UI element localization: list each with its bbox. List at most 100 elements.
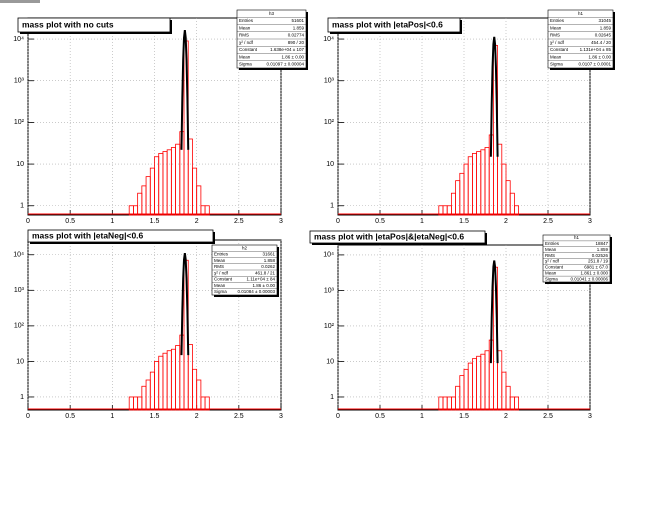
- stats-label: RMS: [550, 33, 560, 38]
- y-tick-label: 1: [330, 394, 334, 401]
- x-tick-label: 2: [504, 218, 508, 225]
- y-tick-label: 10: [16, 161, 24, 168]
- stats-value: 1.131e+04 ± 85: [580, 47, 612, 52]
- stats-label: Sigma: [550, 62, 563, 67]
- y-tick-label: 10²: [14, 323, 25, 330]
- stats-value: 31045: [598, 18, 611, 23]
- stats-label: χ² / ndf: [550, 40, 565, 45]
- y-tick-label: 10: [326, 358, 334, 365]
- x-tick-label: 3: [588, 413, 592, 420]
- stats-name: h2: [242, 245, 248, 250]
- histogram-bin: [204, 205, 210, 216]
- stats-label: Mean: [239, 54, 251, 59]
- x-tick-label: 2: [504, 413, 508, 420]
- y-tick-label: 10⁴: [13, 252, 24, 259]
- stats-value: 0.02645: [595, 33, 612, 38]
- stats-label: RMS: [545, 253, 555, 258]
- stats-label: RMS: [239, 33, 249, 38]
- stats-value: 1.86 ± 0.00: [589, 54, 612, 59]
- title-box: [327, 17, 461, 33]
- stats-value: 0.0262: [261, 264, 275, 269]
- x-tick-label: 3: [279, 218, 283, 225]
- histogram-bin: [509, 192, 515, 216]
- stats-value: 1.858: [264, 258, 276, 263]
- y-tick-label: 10²: [324, 323, 335, 330]
- y-tick-label: 10³: [324, 78, 335, 85]
- x-tick-label: 1: [110, 218, 114, 225]
- histogram-bin: [204, 396, 210, 411]
- chart-title: mass plot with |etaPos|<0.6: [332, 19, 443, 29]
- stats-label: Mean: [214, 283, 226, 288]
- x-tick-label: 1: [110, 413, 114, 420]
- title-box: [27, 229, 214, 243]
- x-tick-label: 1.5: [150, 413, 160, 420]
- y-tick-label: 10²: [14, 119, 25, 126]
- stats-label: χ² / ndf: [214, 270, 229, 275]
- stats-label: Mean: [545, 270, 557, 275]
- stats-value: 0.01041 ± 0.00006: [570, 276, 608, 281]
- toolbar-fragment: [0, 0, 40, 3]
- stats-label: χ² / ndf: [545, 259, 560, 264]
- x-tick-label: 0.5: [65, 413, 75, 420]
- stats-value: 0.01084 ± 0.00003: [237, 289, 275, 294]
- stats-value: 0.02774: [288, 33, 305, 38]
- stats-value: 1.859: [597, 247, 609, 252]
- y-tick-label: 10³: [14, 287, 25, 294]
- x-tick-label: 0.5: [375, 413, 385, 420]
- fit-curve: [180, 30, 190, 150]
- y-tick-label: 10³: [324, 287, 335, 294]
- stats-label: Mean: [214, 258, 226, 263]
- y-tick-label: 10⁴: [323, 36, 334, 43]
- x-tick-label: 1.5: [459, 218, 469, 225]
- stats-label: Mean: [550, 54, 562, 59]
- title-box: [309, 230, 486, 244]
- fit-curve: [180, 253, 190, 356]
- y-tick-label: 10³: [14, 78, 25, 85]
- x-tick-label: 0: [336, 218, 340, 225]
- stats-label: Entries: [545, 241, 560, 246]
- y-tick-label: 10: [326, 161, 334, 168]
- stats-label: Entries: [239, 18, 254, 23]
- stats-label: Entries: [550, 18, 565, 23]
- histogram-bin: [196, 185, 202, 216]
- stats-label: RMS: [214, 264, 224, 269]
- stats-value: 1.11e+04 ± 84: [246, 277, 275, 282]
- stats-value: 0.02526: [592, 253, 609, 258]
- stats-value: 1.86 ± 0.00: [282, 54, 305, 59]
- histogram-bin: [196, 379, 202, 411]
- stats-label: Constant: [545, 265, 564, 270]
- stats-value: 31661: [262, 252, 275, 257]
- x-tick-label: 3: [588, 218, 592, 225]
- x-tick-label: 2.5: [543, 413, 553, 420]
- stats-value: 0.0107 ± 0.0001: [579, 62, 612, 67]
- stats-name: h1: [574, 235, 580, 240]
- x-tick-label: 0: [336, 413, 340, 420]
- x-tick-label: 1.5: [459, 413, 469, 420]
- stats-label: Constant: [550, 47, 569, 52]
- chart-title: mass plot with no cuts: [22, 19, 114, 29]
- stats-value: 1.859: [293, 25, 305, 30]
- chart-title: mass plot with |etaPos|&|etaNeg|<0.6: [314, 231, 464, 241]
- stats-value: 6981 ± 67.0: [584, 265, 608, 270]
- stats-value: 251.8 / 19: [588, 259, 609, 264]
- stats-label: Constant: [239, 47, 258, 52]
- x-tick-label: 0.5: [65, 218, 75, 225]
- x-tick-label: 0.5: [375, 218, 385, 225]
- x-tick-label: 1: [420, 413, 424, 420]
- histogram-bin: [514, 205, 520, 216]
- histogram-bin: [514, 396, 520, 411]
- y-tick-label: 10⁴: [323, 252, 334, 259]
- title-box: [17, 17, 171, 33]
- stats-value: 1.638e+04 ± 107: [270, 47, 304, 52]
- stats-value: 1.861 ± 0.000: [581, 270, 609, 275]
- x-tick-label: 0: [26, 218, 30, 225]
- x-tick-label: 1: [420, 218, 424, 225]
- stats-label: Sigma: [545, 276, 558, 281]
- y-tick-label: 10: [16, 358, 24, 365]
- stats-label: Sigma: [214, 289, 227, 294]
- fit-curve: [489, 260, 499, 364]
- stats-value: 18847: [595, 241, 608, 246]
- fit-curve: [489, 36, 499, 157]
